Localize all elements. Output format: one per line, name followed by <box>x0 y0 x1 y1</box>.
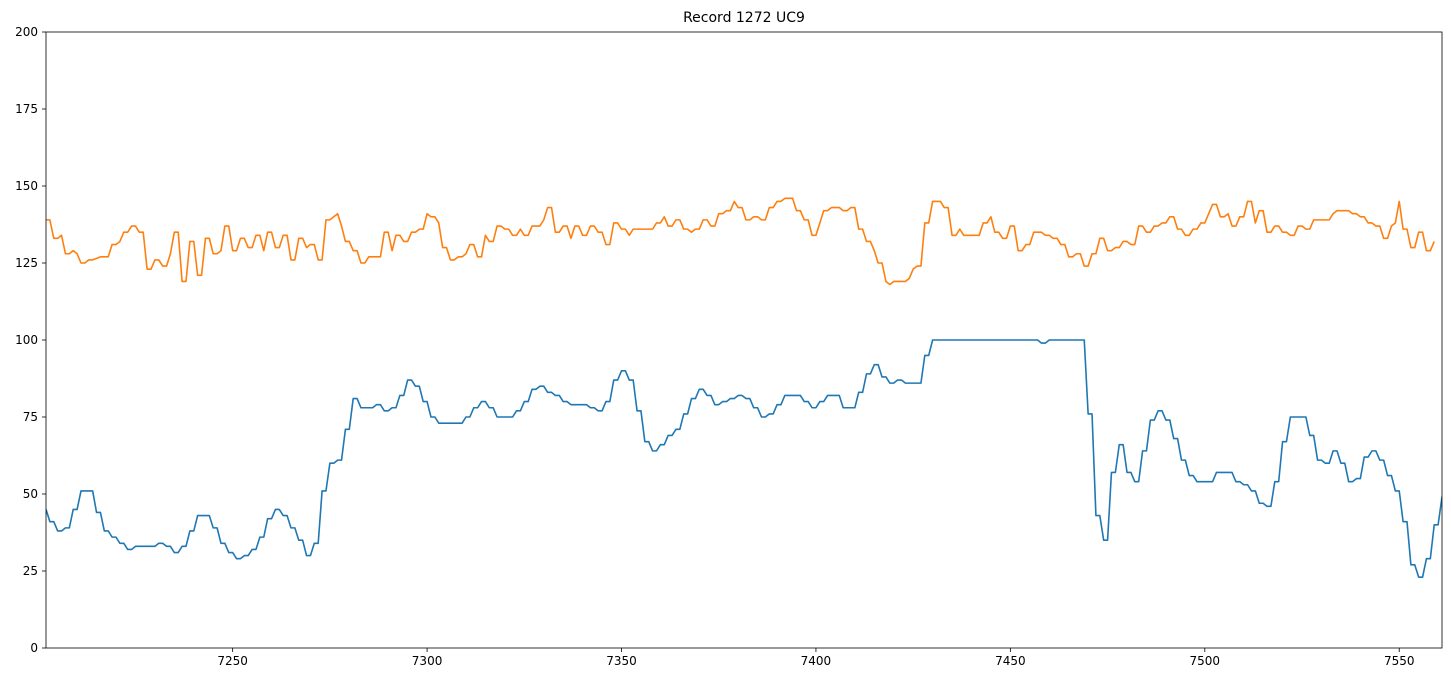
series-line-2 <box>46 197 1435 286</box>
x-tick-label: 7350 <box>606 654 637 668</box>
x-tick-label: 7250 <box>217 654 248 668</box>
series-layer <box>46 197 1442 578</box>
x-tick-label: 7400 <box>801 654 832 668</box>
series-line-1 <box>46 339 1442 578</box>
y-tick-label: 25 <box>23 564 38 578</box>
y-tick-label: 0 <box>30 641 38 655</box>
plot-area <box>45 31 1443 649</box>
y-tick-label: 200 <box>15 25 38 39</box>
y-tick-label: 175 <box>15 102 38 116</box>
chart-title: Record 1272 UC9 <box>683 10 805 26</box>
y-tick-label: 125 <box>15 256 38 270</box>
y-tick-label: 75 <box>23 410 38 424</box>
x-axis: 7250 7300 7350 7400 7450 7500 7550 <box>217 648 1414 668</box>
y-tick-label: 150 <box>15 179 38 193</box>
y-tick-label: 100 <box>15 333 38 347</box>
y-axis: 0 25 50 75 100 125 150 175 200 <box>15 25 46 655</box>
plot-background <box>46 32 1442 648</box>
x-tick-label: 7300 <box>412 654 443 668</box>
x-tick-label: 7500 <box>1190 654 1221 668</box>
x-tick-label: 7550 <box>1384 654 1415 668</box>
x-tick-label: 7450 <box>995 654 1026 668</box>
y-tick-label: 50 <box>23 487 38 501</box>
